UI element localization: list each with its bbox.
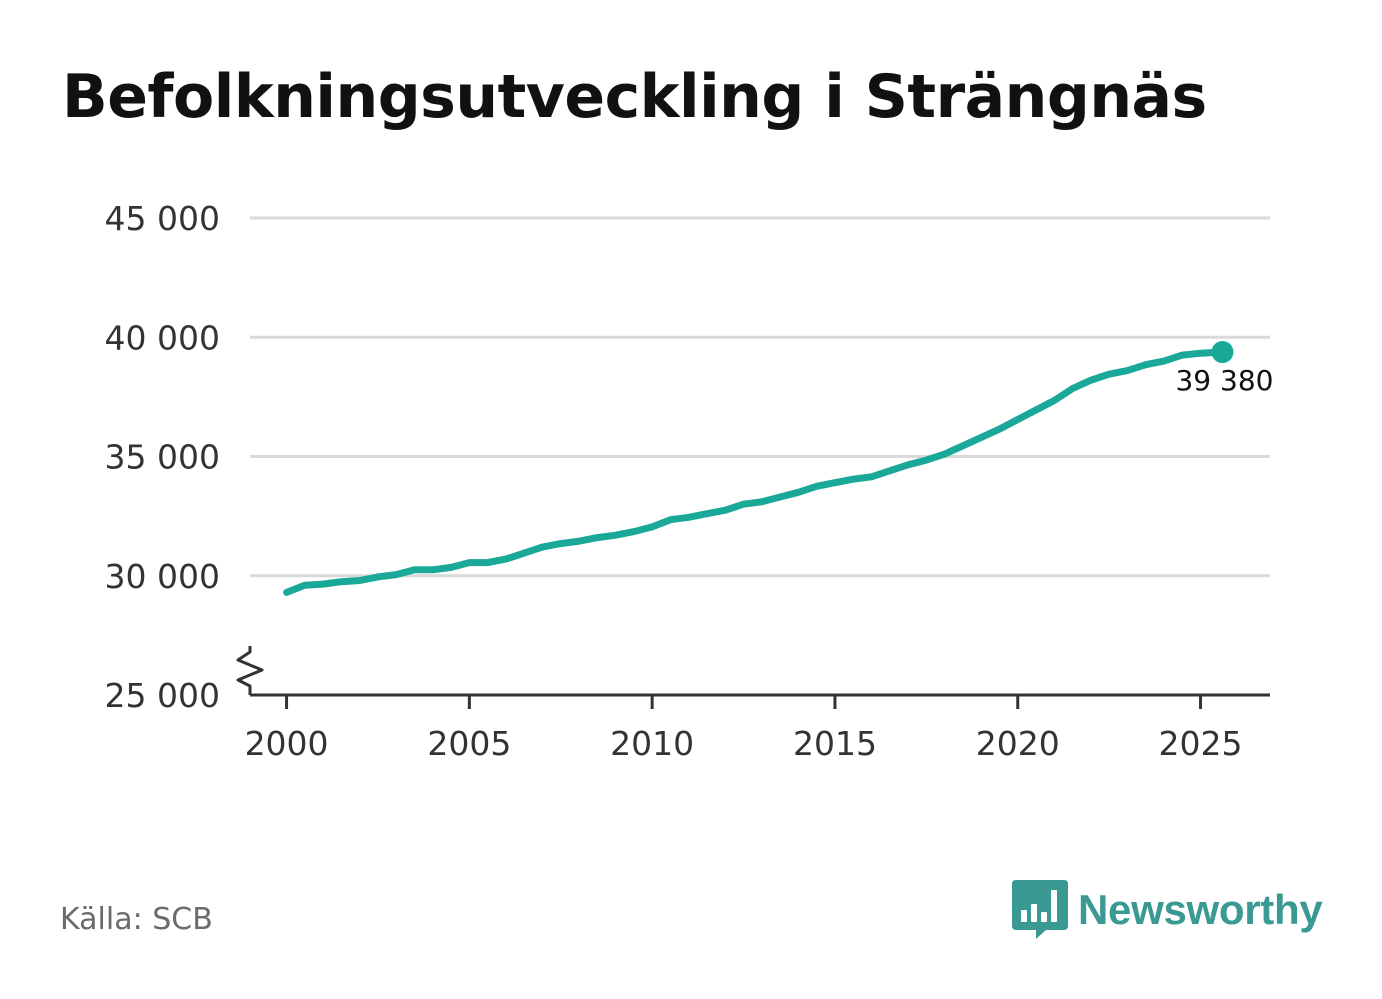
y-axis-tick-labels: 25 000 30 000 35 000 40 000 45 000 [105, 199, 220, 715]
y-tick-label: 25 000 [105, 676, 220, 715]
series-line [283, 348, 1226, 596]
y-tick-label: 35 000 [105, 438, 220, 477]
y-tick-label: 30 000 [105, 557, 220, 596]
axis-break-zigzag [236, 646, 264, 695]
x-tick-label: 2010 [610, 724, 694, 763]
x-tick-label: 2020 [976, 724, 1060, 763]
brand-name: Newsworthy [1078, 886, 1323, 933]
x-tick-label: 2015 [793, 724, 877, 763]
x-axis-tick-labels: 2000 2005 2010 2015 2020 2025 [245, 724, 1243, 763]
grid-lines [250, 216, 1270, 578]
y-tick-label: 40 000 [105, 318, 220, 357]
end-point-marker [1211, 341, 1234, 364]
axis-break-icon [236, 646, 264, 695]
x-tick-label: 2025 [1159, 724, 1243, 763]
x-tick-label: 2005 [427, 724, 511, 763]
bar-chart-speech-bubble-icon [1012, 880, 1068, 939]
y-tick-label: 45 000 [105, 199, 220, 238]
series-layer: 39 380 [283, 341, 1273, 596]
chart-title: Befolkningsutveckling i Strängnäs [62, 62, 1207, 132]
x-axis [250, 693, 1270, 709]
brand-logo: Newsworthy [1012, 880, 1323, 940]
source-label: Källa: SCB [60, 902, 213, 937]
end-value-label: 39 380 [1175, 364, 1273, 397]
x-tick-label: 2000 [245, 724, 329, 763]
